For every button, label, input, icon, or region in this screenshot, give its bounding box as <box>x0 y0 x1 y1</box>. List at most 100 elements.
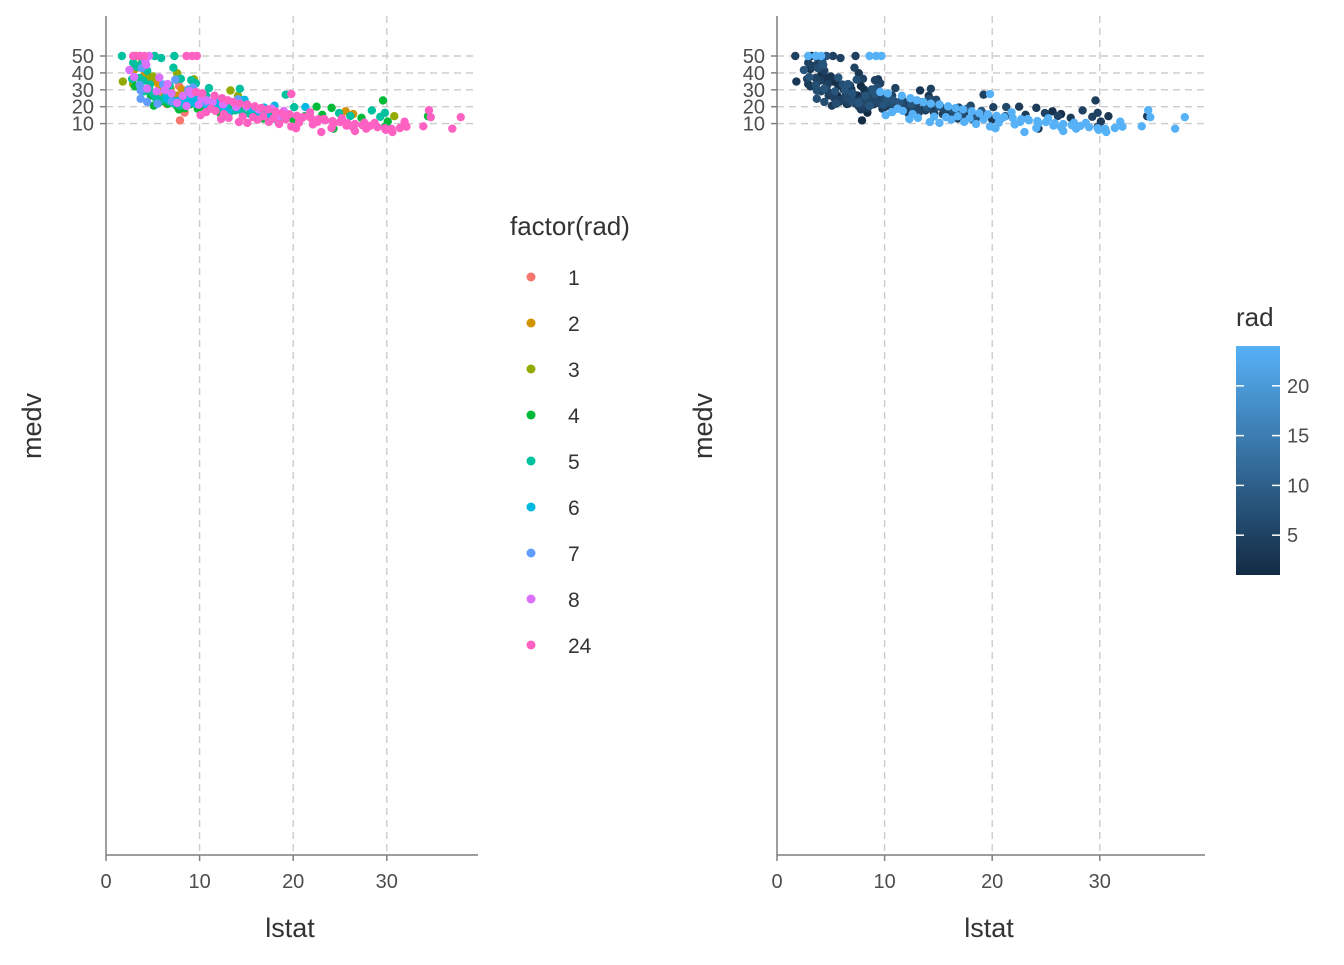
left-x-ticks: 0 10 20 30 <box>100 855 398 893</box>
point-rad-24 <box>883 89 893 98</box>
point-rad-8 <box>799 65 809 75</box>
point-rad-5 <box>1053 111 1063 121</box>
right-x-axis-title: lstat <box>964 913 1014 943</box>
point-rad-24 <box>816 51 826 61</box>
point-rad-24 <box>929 112 939 121</box>
point-rad-5 <box>157 53 166 63</box>
point-rad-24 <box>448 124 457 133</box>
point-rad-24 <box>935 118 944 128</box>
point-rad-24 <box>926 99 936 108</box>
point-rad-8 <box>202 96 212 105</box>
point-rad-2 <box>1048 107 1057 116</box>
factor-legend: factor(rad) 1 2 3 4 5 6 7 8 24 <box>510 211 630 658</box>
point-rad-24 <box>395 123 405 133</box>
point-rad-24 <box>426 112 435 122</box>
point-rad-24 <box>804 51 813 61</box>
point-rad-24 <box>897 91 907 100</box>
legend-key-24 <box>526 640 536 650</box>
right-y-axis-title: medv <box>688 392 718 459</box>
point-rad-24 <box>370 118 379 128</box>
legend-label-8: 8 <box>568 589 580 612</box>
point-rad-24 <box>881 110 890 120</box>
point-rad-8 <box>820 84 829 93</box>
point-rad-8 <box>167 89 176 98</box>
left-y-tick-label: 40 <box>72 63 94 85</box>
right-gridlines <box>777 16 1205 855</box>
point-rad-5 <box>346 111 355 121</box>
point-rad-3 <box>226 86 235 95</box>
point-rad-24 <box>912 96 922 105</box>
point-rad-7 <box>831 99 841 109</box>
point-rad-8 <box>830 87 840 96</box>
point-rad-24 <box>1180 112 1190 122</box>
point-rad-8 <box>142 84 152 93</box>
right-x-tick-label: 0 <box>771 871 782 893</box>
point-rad-24 <box>1049 121 1058 130</box>
left-x-tick-label: 20 <box>282 871 304 893</box>
point-rad-8 <box>889 96 898 105</box>
point-rad-24 <box>906 94 915 103</box>
point-rad-8 <box>868 87 877 96</box>
colorbar-tick-label-15: 15 <box>1287 426 1309 448</box>
point-rad-5 <box>117 51 127 61</box>
point-rad-24 <box>128 51 138 61</box>
legend-key-7 <box>526 548 536 558</box>
point-rad-24 <box>248 112 258 122</box>
point-rad-24 <box>971 119 981 129</box>
point-rad-5 <box>850 63 859 72</box>
point-rad-1 <box>175 116 185 125</box>
legend-label-3: 3 <box>568 359 580 382</box>
point-rad-24 <box>1043 114 1053 123</box>
point-rad-4 <box>1096 117 1106 126</box>
left-x-tick-label: 0 <box>100 871 111 893</box>
point-rad-5 <box>979 90 988 99</box>
point-rad-5 <box>891 83 900 93</box>
legend-key-6 <box>526 502 536 512</box>
point-rad-4 <box>1014 102 1024 111</box>
legend-key-3 <box>526 364 536 374</box>
point-rad-24 <box>1023 114 1032 124</box>
left-x-tick-label: 30 <box>376 871 398 893</box>
point-rad-7 <box>136 94 145 103</box>
point-rad-24 <box>1170 124 1180 133</box>
point-rad-24 <box>877 51 886 61</box>
point-rad-3 <box>1104 111 1113 121</box>
point-rad-24 <box>1007 108 1016 117</box>
right-y-tick-label: 30 <box>743 80 765 102</box>
point-rad-5 <box>170 51 179 61</box>
right-x-tick-label: 10 <box>873 871 895 893</box>
point-rad-3 <box>915 86 925 95</box>
point-rad-5 <box>811 73 820 83</box>
point-rad-8 <box>861 91 870 101</box>
point-rad-24 <box>419 122 428 131</box>
point-rad-24 <box>238 112 247 121</box>
point-rad-24 <box>229 97 238 107</box>
point-rad-24 <box>277 109 287 118</box>
point-rad-7 <box>848 97 857 106</box>
point-rad-8 <box>805 72 814 82</box>
right-x-tick-label: 30 <box>1089 871 1111 893</box>
left-y-axis-title: medv <box>17 392 47 459</box>
point-rad-8 <box>142 60 151 69</box>
legend-key-8 <box>526 594 536 604</box>
point-rad-24 <box>965 114 974 123</box>
point-rad-7 <box>820 97 829 107</box>
point-rad-7 <box>812 94 822 103</box>
point-rad-24 <box>1020 127 1029 137</box>
legend-key-5 <box>526 456 536 466</box>
point-rad-4 <box>312 102 321 111</box>
point-rad-24 <box>424 106 434 115</box>
point-rad-5 <box>1078 106 1087 115</box>
left-gridlines <box>106 16 478 855</box>
point-rad-24 <box>281 115 290 124</box>
point-rad-24 <box>908 109 917 119</box>
point-rad-8 <box>163 79 172 89</box>
point-rad-24 <box>400 117 409 126</box>
point-rad-7 <box>136 86 145 95</box>
point-rad-24 <box>191 87 201 97</box>
colorbar-tick-label-20: 20 <box>1287 376 1309 398</box>
point-rad-24 <box>1116 117 1125 126</box>
